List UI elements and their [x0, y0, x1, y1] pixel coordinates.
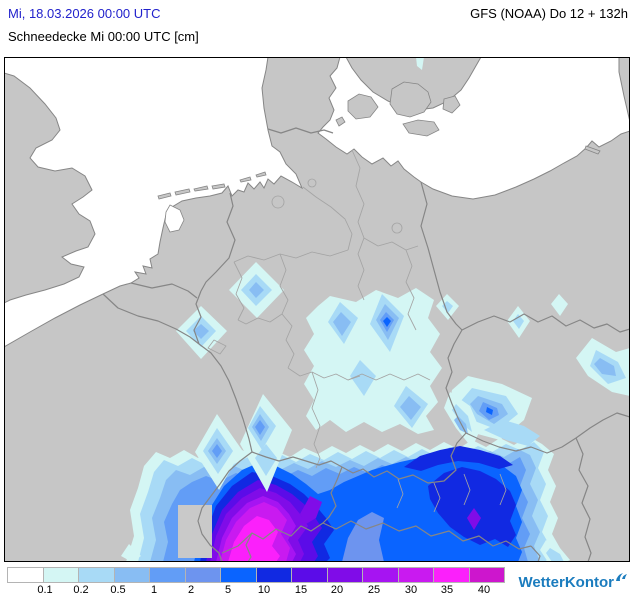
legend-swatch	[149, 567, 186, 583]
ijsselmeer	[164, 204, 185, 233]
legend-label: 15	[294, 584, 308, 596]
island-als	[335, 116, 346, 127]
state-borders	[207, 149, 507, 513]
legend-swatch	[397, 567, 434, 583]
legend-label: 25	[367, 584, 381, 596]
legend-label: 40	[477, 584, 491, 596]
frisian-islands	[157, 171, 267, 200]
hel-spit	[584, 145, 601, 155]
map-title: Schneedecke Mi 00:00 UTC [cm]	[8, 29, 199, 44]
legend-label: 30	[404, 584, 418, 596]
map-timestamp: Mi, 18.03.2026 00:00 UTC	[8, 6, 161, 21]
legend-label: 2	[187, 584, 195, 596]
legend-swatch	[113, 567, 150, 583]
map-frame	[4, 57, 630, 562]
island-bornholm	[442, 95, 461, 114]
legend-swatch	[255, 567, 292, 583]
data-void-box	[178, 505, 212, 558]
island-sjaelland	[389, 81, 432, 118]
legend-label: 0.1	[37, 584, 53, 596]
wetterkontor-swoosh-icon	[616, 573, 627, 581]
model-run-label: GFS (NOAA) Do 12 + 132h	[470, 6, 628, 21]
legend-label: 5	[224, 584, 232, 596]
legend-label: 1	[150, 584, 158, 596]
legend-swatch	[7, 567, 44, 583]
legend-label: 0.5	[110, 584, 126, 596]
legend-swatch	[326, 567, 363, 583]
legend-label: 10	[257, 584, 271, 596]
legend-swatch	[184, 567, 221, 583]
wetterkontor-logo-text: WetterKontor	[518, 574, 614, 591]
legend-swatch	[291, 567, 328, 583]
island-fyn	[347, 93, 379, 120]
legend-swatch	[362, 567, 399, 583]
legend-color-scale	[7, 567, 505, 583]
legend-label: 35	[440, 584, 454, 596]
wetterkontor-logo[interactable]: WetterKontor	[518, 573, 628, 591]
legend-swatch	[78, 567, 115, 583]
country-borders	[102, 127, 630, 562]
legend-swatch	[220, 567, 257, 583]
legend-swatch	[433, 567, 470, 583]
legend-label: 20	[330, 584, 344, 596]
landmass-baltic-coast	[618, 57, 630, 123]
legend-label: 0.2	[73, 584, 89, 596]
legend-swatch	[42, 567, 79, 583]
forecast-map	[4, 57, 630, 562]
island-lolland	[402, 119, 440, 137]
landmass-england	[4, 72, 96, 304]
legend-swatch	[468, 567, 505, 583]
